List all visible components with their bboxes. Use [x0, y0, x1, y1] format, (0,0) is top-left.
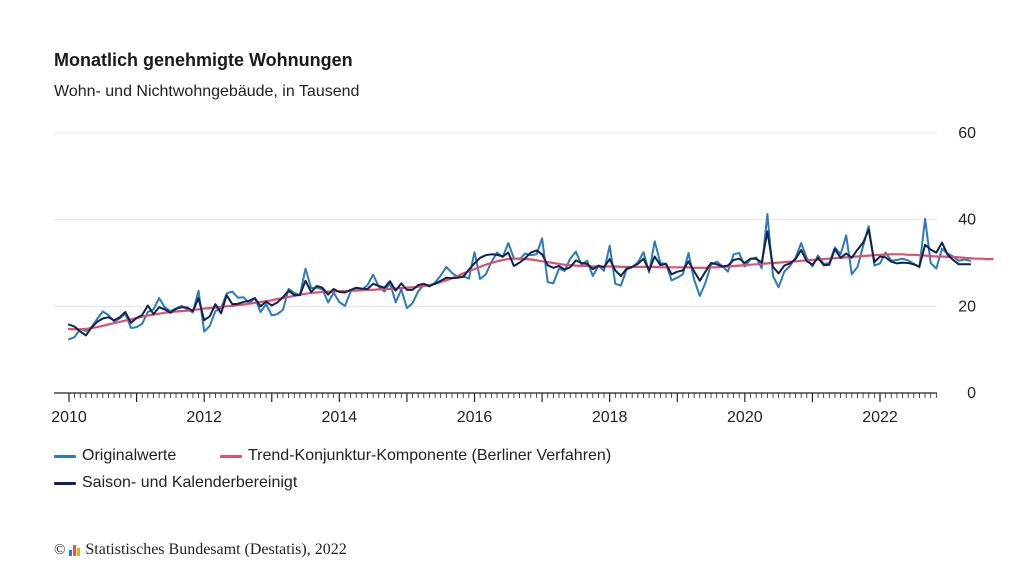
- x-tick-label: 2016: [457, 409, 493, 426]
- x-axis: [54, 392, 937, 402]
- series-lines: [67, 213, 994, 341]
- y-tick-label: 40: [958, 212, 976, 229]
- x-tick-label: 2012: [186, 409, 222, 426]
- y-tick-label: 60: [958, 125, 976, 142]
- x-tick-label: 2022: [862, 409, 898, 426]
- destatis-logo-icon: [69, 544, 81, 556]
- legend-label-trend: Trend-Konjunktur-Komponente (Berliner Ve…: [248, 447, 612, 464]
- legend-item-trend: Trend-Konjunktur-Komponente (Berliner Ve…: [220, 447, 611, 465]
- grid-lines: [54, 132, 937, 307]
- y-tick-label: 0: [967, 385, 976, 402]
- logo-bar: [69, 550, 73, 556]
- x-tick-label: 2010: [51, 409, 87, 426]
- series-line-seasonal: [68, 228, 972, 337]
- source-footer: © Statistisches Bundesamt (Destatis), 20…: [54, 541, 347, 559]
- legend-item-seasonal: Saison- und Kalenderbereinigt: [54, 474, 297, 492]
- x-tick-label: 2020: [727, 409, 763, 426]
- x-tick-label: 2014: [322, 409, 358, 426]
- legend-label-original: Originalwerte: [82, 447, 177, 464]
- legend-label-seasonal: Saison- und Kalenderbereinigt: [82, 474, 298, 491]
- chart-subtitle: Wohn- und Nichtwohngebäude, in Tausend: [54, 83, 360, 100]
- logo-bar: [77, 548, 81, 556]
- axis-labels: 0 20 40 60 2010 2012 2014 2016 2018 2020 2022: [51, 125, 976, 426]
- line-chart: 0 20 40 60 2010 2012 2014 2016 2018 2020 2022: [51, 125, 994, 426]
- chart-title: Monatlich genehmigte Wohnungen: [54, 50, 353, 70]
- x-tick-label: 2018: [592, 409, 628, 426]
- source-text: Statistisches Bundesamt (Destatis), 2022: [85, 541, 347, 558]
- logo-bar: [73, 545, 77, 556]
- y-tick-label: 20: [958, 298, 976, 315]
- legend-swatch-original: [54, 454, 76, 458]
- legend-swatch-trend: [220, 454, 242, 458]
- copyright-symbol: ©: [54, 541, 66, 558]
- legend-item-original: Originalwerte: [54, 447, 176, 465]
- legend-swatch-seasonal: [54, 481, 76, 485]
